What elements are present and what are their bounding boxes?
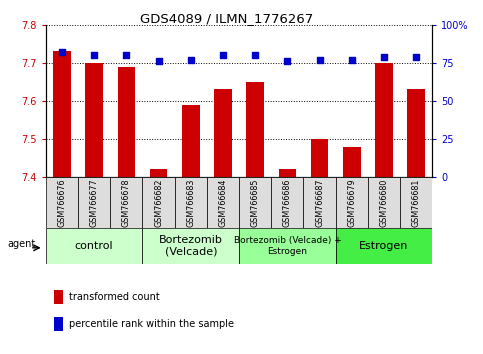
Bar [214,90,232,177]
Point [412,54,420,59]
Text: agent: agent [7,239,35,249]
Bar [407,90,425,177]
Bar [117,67,135,177]
Point [155,58,162,64]
Point [284,58,291,64]
Text: GSM766679: GSM766679 [347,178,356,227]
Text: GDS4089 / ILMN_1776267: GDS4089 / ILMN_1776267 [141,12,313,25]
Bar [142,177,175,228]
Text: Bortezomib
(Velcade): Bortezomib (Velcade) [159,235,223,257]
Point [348,57,355,63]
Bar [150,170,168,177]
Bar [85,63,103,177]
Bar [336,228,432,264]
Bar [279,170,296,177]
Bar [311,139,328,177]
Bar [375,63,393,177]
Bar [303,177,336,228]
Bar [368,177,400,228]
Bar [239,177,271,228]
Bar [54,290,63,304]
Text: GSM766685: GSM766685 [251,178,260,227]
Text: Estrogen: Estrogen [359,241,409,251]
Bar [400,177,432,228]
Bar [246,82,264,177]
Point [316,57,324,63]
Point [187,57,195,63]
Bar [343,147,361,177]
Bar [175,177,207,228]
Bar [53,51,71,177]
Point [90,52,98,58]
Point [219,52,227,58]
Bar [110,177,142,228]
Bar [239,228,336,264]
Text: transformed count: transformed count [69,292,160,302]
Bar [336,177,368,228]
Bar [271,177,303,228]
Bar [207,177,239,228]
Text: GSM766687: GSM766687 [315,178,324,227]
Text: GSM766681: GSM766681 [412,178,421,227]
Text: GSM766677: GSM766677 [90,178,99,227]
Point [123,52,130,58]
Text: Bortezomib (Velcade) +
Estrogen: Bortezomib (Velcade) + Estrogen [233,236,341,256]
Text: GSM766680: GSM766680 [380,178,388,227]
Point [58,49,66,55]
Bar [54,317,63,331]
Point [251,52,259,58]
Text: GSM766684: GSM766684 [218,178,227,227]
Text: GSM766678: GSM766678 [122,178,131,227]
Text: GSM766686: GSM766686 [283,178,292,227]
Bar [142,228,239,264]
Bar [46,228,142,264]
Bar [78,177,110,228]
Text: control: control [75,241,114,251]
Bar [182,105,199,177]
Text: GSM766682: GSM766682 [154,178,163,227]
Text: GSM766683: GSM766683 [186,178,195,227]
Text: percentile rank within the sample: percentile rank within the sample [69,319,234,329]
Bar [46,177,78,228]
Point [380,54,388,59]
Text: GSM766676: GSM766676 [57,178,67,227]
